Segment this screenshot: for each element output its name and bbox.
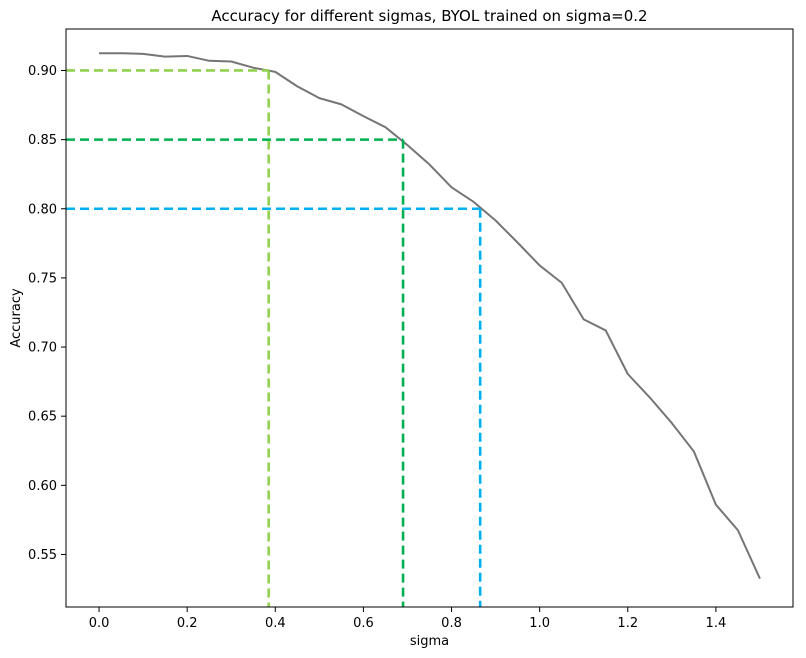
- x-tick-label-4: 0.8: [441, 616, 462, 631]
- chart-title: Accuracy for different sigmas, BYOL trai…: [211, 7, 647, 25]
- x-tick-label-3: 0.6: [353, 616, 374, 631]
- y-axis: 0.55 0.60 0.65 0.70 0.75 0.80 0.85 0.90: [28, 64, 66, 563]
- plot-area: [65, 28, 794, 608]
- y-tick-label-1: 0.60: [28, 479, 57, 494]
- x-tick-label-1: 0.2: [177, 616, 198, 631]
- plot-frame: [65, 28, 794, 608]
- y-tick-label-4: 0.75: [28, 271, 57, 286]
- x-tick-label-6: 1.2: [617, 616, 638, 631]
- x-tick-label-2: 0.4: [265, 616, 286, 631]
- x-axis-label: sigma: [410, 634, 449, 649]
- y-tick-label-6: 0.85: [28, 133, 57, 148]
- x-tick-label-7: 1.4: [706, 616, 727, 631]
- y-tick-label-7: 0.90: [28, 64, 57, 79]
- x-tick-label-5: 1.0: [529, 616, 550, 631]
- x-axis: 0.0 0.2 0.4 0.6 0.8 1.0 1.2 1.4: [89, 607, 727, 631]
- x-tick-label-0: 0.0: [89, 616, 110, 631]
- y-axis-label: Accuracy: [9, 288, 24, 348]
- y-tick-label-3: 0.70: [28, 341, 57, 356]
- series-line-0: [99, 52, 761, 580]
- y-tick-label-0: 0.55: [28, 548, 57, 563]
- y-tick-label-5: 0.80: [28, 202, 57, 217]
- y-tick-label-2: 0.65: [28, 410, 57, 425]
